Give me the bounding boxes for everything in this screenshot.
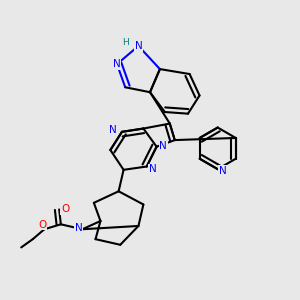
Text: N: N — [159, 141, 167, 151]
Text: N: N — [109, 125, 117, 135]
Text: N: N — [219, 166, 226, 176]
Text: N: N — [135, 41, 142, 51]
Text: N: N — [75, 223, 83, 233]
Text: O: O — [61, 204, 69, 214]
Text: O: O — [38, 220, 47, 230]
Text: H: H — [122, 38, 129, 46]
Text: N: N — [113, 59, 121, 69]
Text: N: N — [149, 164, 157, 174]
